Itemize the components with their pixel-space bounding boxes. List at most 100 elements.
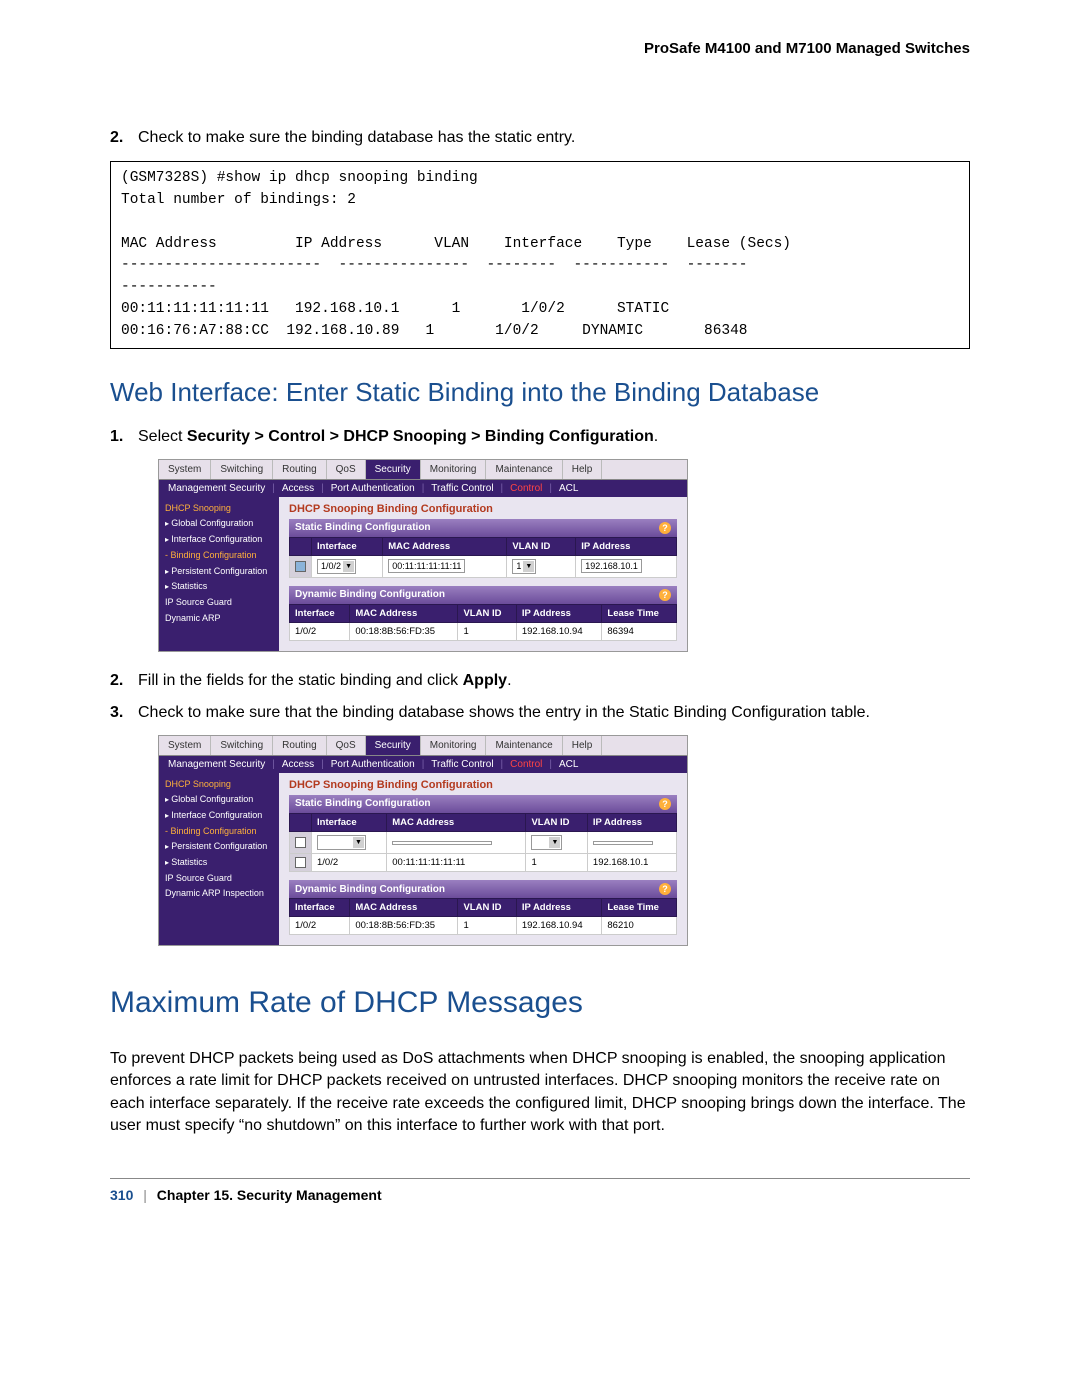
- subtab-mgmt-security[interactable]: Management Security: [165, 759, 268, 770]
- static-config-header: Static Binding Configuration ?: [289, 519, 677, 537]
- chapter-label: Chapter 15. Security Management: [157, 1187, 382, 1203]
- page-footer: 310 | Chapter 15. Security Management: [110, 1178, 970, 1203]
- tab-monitoring[interactable]: Monitoring: [421, 736, 487, 755]
- sidebar-binding-config[interactable]: Binding Configuration: [159, 824, 279, 840]
- vlan-select[interactable]: ▼: [531, 835, 562, 850]
- dynamic-row: 1/0/2 00:18:8B:56:FD:35 1 192.168.10.94 …: [290, 917, 677, 935]
- cell-ip: 192.168.10.94: [516, 622, 602, 640]
- screenshot-1: System Switching Routing QoS Security Mo…: [158, 459, 688, 652]
- tab-switching[interactable]: Switching: [211, 460, 273, 479]
- help-icon[interactable]: ?: [659, 589, 671, 601]
- col-mac: MAC Address: [383, 537, 507, 555]
- dynamic-binding-table: Interface MAC Address VLAN ID IP Address…: [289, 898, 677, 935]
- sidebar-persistent-config[interactable]: Persistent Configuration: [159, 564, 279, 580]
- subtab-access[interactable]: Access: [279, 759, 317, 770]
- page-header-title: ProSafe M4100 and M7100 Managed Switches: [110, 40, 970, 57]
- sub-tabs: Management Security| Access| Port Authen…: [159, 480, 687, 497]
- tab-switching[interactable]: Switching: [211, 736, 273, 755]
- tab-security[interactable]: Security: [366, 736, 421, 755]
- tab-routing[interactable]: Routing: [273, 460, 326, 479]
- top-tabs: System Switching Routing QoS Security Mo…: [159, 736, 687, 756]
- row-checkbox[interactable]: [295, 837, 306, 848]
- mac-input[interactable]: 00:11:11:11:11:11: [388, 559, 465, 573]
- sidebar-statistics[interactable]: Statistics: [159, 855, 279, 871]
- subtab-control[interactable]: Control: [507, 483, 545, 494]
- help-icon[interactable]: ?: [659, 883, 671, 895]
- help-icon[interactable]: ?: [659, 522, 671, 534]
- subtab-traffic[interactable]: Traffic Control: [428, 759, 496, 770]
- col-lease: Lease Time: [602, 604, 677, 622]
- col-mac: MAC Address: [350, 899, 458, 917]
- ip-input[interactable]: 192.168.10.1: [581, 559, 642, 573]
- help-icon[interactable]: ?: [659, 798, 671, 810]
- col-ip: IP Address: [516, 899, 602, 917]
- tab-maintenance[interactable]: Maintenance: [486, 460, 562, 479]
- subtab-access[interactable]: Access: [279, 483, 317, 494]
- cell-ip: 192.168.10.94: [516, 917, 602, 935]
- subtab-port-auth[interactable]: Port Authentication: [328, 483, 418, 494]
- step-b-2: 2. Fill in the fields for the static bin…: [110, 670, 970, 692]
- subtab-mgmt-security[interactable]: Management Security: [165, 483, 268, 494]
- sidebar-persistent-config[interactable]: Persistent Configuration: [159, 839, 279, 855]
- tab-help[interactable]: Help: [563, 736, 603, 755]
- col-check: [290, 537, 312, 555]
- tab-qos[interactable]: QoS: [327, 460, 366, 479]
- cell-vlan: 1: [458, 917, 516, 935]
- subtab-control[interactable]: Control: [507, 759, 545, 770]
- sidebar-dynamic-arp[interactable]: Dynamic ARP Inspection: [159, 886, 279, 902]
- sidebar-dhcp-snooping[interactable]: DHCP Snooping: [159, 501, 279, 517]
- col-check: [290, 813, 312, 831]
- sidebar-global-config[interactable]: Global Configuration: [159, 516, 279, 532]
- step-text-post: .: [507, 672, 511, 689]
- mac-input[interactable]: [392, 841, 492, 845]
- dropdown-icon: ▼: [549, 837, 560, 848]
- tab-routing[interactable]: Routing: [273, 736, 326, 755]
- step-text-bold: Security > Control > DHCP Snooping > Bin…: [187, 428, 654, 445]
- top-tabs: System Switching Routing QoS Security Mo…: [159, 460, 687, 480]
- cell-vlan: 1: [458, 622, 516, 640]
- subtab-acl[interactable]: ACL: [556, 483, 581, 494]
- content-title: DHCP Snooping Binding Configuration: [289, 503, 677, 515]
- step-text: Check to make sure the binding database …: [138, 127, 970, 149]
- tab-security[interactable]: Security: [366, 460, 421, 479]
- interface-select[interactable]: 1/0/2▼: [317, 559, 356, 574]
- step-text-pre: Fill in the fields for the static bindin…: [138, 672, 463, 689]
- tab-qos[interactable]: QoS: [327, 736, 366, 755]
- sidebar-ipsg[interactable]: IP Source Guard: [159, 871, 279, 887]
- vlan-select[interactable]: 1▼: [512, 559, 536, 574]
- row-checkbox[interactable]: [295, 561, 306, 572]
- sidebar-dynamic-arp[interactable]: Dynamic ARP: [159, 611, 279, 627]
- subtab-acl[interactable]: ACL: [556, 759, 581, 770]
- col-vlan: VLAN ID: [507, 537, 576, 555]
- subtab-port-auth[interactable]: Port Authentication: [328, 759, 418, 770]
- sidebar-binding-config[interactable]: Binding Configuration: [159, 548, 279, 564]
- sidebar-dhcp-snooping[interactable]: DHCP Snooping: [159, 777, 279, 793]
- tab-help[interactable]: Help: [563, 460, 603, 479]
- dynamic-config-header: Dynamic Binding Configuration ?: [289, 880, 677, 898]
- tab-monitoring[interactable]: Monitoring: [421, 460, 487, 479]
- tab-system[interactable]: System: [159, 736, 211, 755]
- subtab-traffic[interactable]: Traffic Control: [428, 483, 496, 494]
- cell-mac: 00:18:8B:56:FD:35: [350, 622, 458, 640]
- sidebar-statistics[interactable]: Statistics: [159, 579, 279, 595]
- sidebar-interface-config[interactable]: Interface Configuration: [159, 532, 279, 548]
- sidebar: DHCP Snooping Global Configuration Inter…: [159, 497, 279, 651]
- sidebar-ipsg[interactable]: IP Source Guard: [159, 595, 279, 611]
- cell-mac: 00:18:8B:56:FD:35: [350, 917, 458, 935]
- sidebar-interface-config[interactable]: Interface Configuration: [159, 808, 279, 824]
- dynamic-binding-table: Interface MAC Address VLAN ID IP Address…: [289, 604, 677, 641]
- sidebar-global-config[interactable]: Global Configuration: [159, 792, 279, 808]
- dropdown-icon: ▼: [523, 561, 534, 572]
- dynamic-row: 1/0/2 00:18:8B:56:FD:35 1 192.168.10.94 …: [290, 622, 677, 640]
- dynamic-config-header: Dynamic Binding Configuration ?: [289, 586, 677, 604]
- content-area: DHCP Snooping Binding Configuration Stat…: [279, 497, 687, 651]
- interface-select[interactable]: ▼: [317, 835, 366, 850]
- tab-system[interactable]: System: [159, 460, 211, 479]
- ip-input[interactable]: [593, 841, 653, 845]
- step-text-bold: Apply: [463, 672, 507, 689]
- static-result-row: 1/0/2 00:11:11:11:11:11 1 192.168.10.1: [290, 854, 677, 872]
- col-mac: MAC Address: [387, 813, 526, 831]
- tab-maintenance[interactable]: Maintenance: [486, 736, 562, 755]
- row-checkbox[interactable]: [295, 857, 306, 868]
- dynamic-config-label: Dynamic Binding Configuration: [295, 884, 445, 895]
